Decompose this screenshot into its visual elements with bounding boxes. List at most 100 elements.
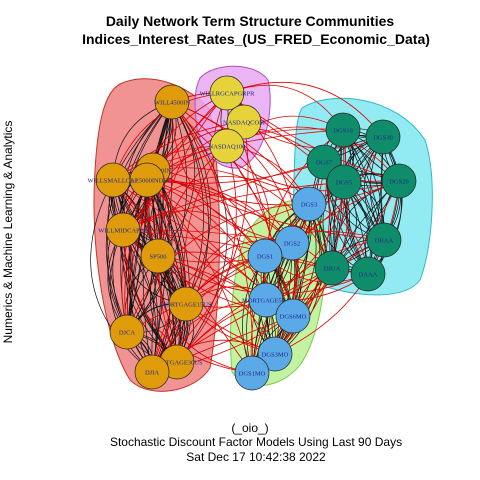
node-label: DJCA — [119, 330, 136, 337]
node-circle — [350, 256, 386, 292]
edge-between-communities — [152, 167, 333, 269]
node-label: WILL4500IN — [154, 100, 190, 107]
node-label: DGS2 — [284, 241, 300, 248]
node-label: DGS1MO — [239, 371, 266, 378]
node-circle — [226, 104, 262, 140]
node-dgs30: DGS30 — [365, 119, 401, 155]
node-label: MORTGAGE30US — [151, 360, 203, 367]
edge-within-community — [90, 179, 153, 373]
node-circle — [234, 355, 270, 391]
edge-between-communities — [122, 210, 266, 257]
node-label: WILLMIDCAPPR — [98, 228, 148, 235]
node-dgs5: DGS5 — [326, 164, 362, 200]
network-nodes: WILL4500INWILL5000INWILL5000INDFCWILLSMA… — [88, 75, 417, 391]
edge-within-community — [274, 203, 321, 355]
edge-between-communities — [112, 179, 253, 374]
node-dgs3: DGS3 — [291, 186, 327, 222]
node-circle — [314, 250, 350, 286]
node-label: DBAA — [375, 238, 394, 245]
node-label: NASDAQ100 — [209, 144, 246, 151]
node-will5000indfc: WILL5000INDFC — [123, 162, 171, 198]
node-label: DGS3 — [301, 202, 317, 209]
node-circle — [154, 84, 190, 120]
footer-line-2: Stochastic Discount Factor Models Using … — [110, 435, 402, 449]
node-circle — [134, 354, 170, 390]
edge-between-communities — [226, 81, 384, 138]
edge-within-community — [112, 179, 148, 333]
edge-between-communities — [185, 240, 293, 305]
node-circle — [275, 298, 311, 334]
node-mortgage5us: MORTGAGE5US — [242, 282, 290, 318]
node-label: WILLSMALLCAP — [88, 178, 139, 185]
node-circle — [381, 163, 417, 199]
edge-within-community — [171, 101, 204, 305]
node-circle — [365, 119, 401, 155]
node-circle — [291, 186, 327, 222]
edge-between-communities — [251, 239, 385, 374]
node-circle — [95, 162, 131, 198]
edge-between-communities — [126, 203, 310, 333]
footer-line-1: (_oio_) — [231, 421, 268, 435]
node-willmidcappr: WILLMIDCAPPR — [98, 212, 148, 248]
edge-between-communities — [122, 229, 333, 269]
node-label: DGS6MO — [280, 314, 307, 321]
edge-between-communities — [274, 239, 385, 355]
edge-between-communities — [157, 255, 276, 355]
edge-between-communities — [122, 176, 310, 231]
edge-between-communities — [264, 129, 344, 257]
node-djia: DJIA — [134, 354, 170, 390]
node-nasdaqcom: NASDAQCOM — [223, 104, 265, 140]
node-label: DGS5 — [336, 180, 352, 187]
node-label: DJIA — [145, 370, 159, 377]
edge-between-communities — [122, 229, 253, 374]
node-dgs1: DGS1 — [247, 238, 283, 274]
chart-title: Daily Network Term Structure Communities — [106, 13, 395, 29]
node-circle — [168, 286, 204, 322]
node-will4500in: WILL4500IN — [154, 84, 190, 120]
edge-between-communities — [122, 92, 228, 231]
node-dbaa: DBAA — [366, 222, 402, 258]
node-label: DGS30 — [373, 135, 393, 142]
edge-between-communities — [122, 161, 325, 231]
edge-between-communities — [146, 179, 267, 301]
edge-between-communities — [151, 203, 310, 373]
edge-between-communities — [146, 179, 253, 374]
node-dgs3mo: DGS3MO — [257, 336, 293, 372]
edge-between-communities — [157, 255, 253, 374]
edge-between-communities — [243, 121, 384, 149]
node-circle — [326, 164, 362, 200]
edge-within-community — [316, 161, 369, 275]
node-circle — [140, 238, 176, 274]
edge-between-communities — [126, 92, 228, 333]
node-label: WILLRGCAPGRPR — [200, 91, 256, 98]
node-dgs6mo: DGS6MO — [275, 298, 311, 334]
node-dgs1mo: DGS1MO — [234, 355, 270, 391]
edge-between-communities — [185, 231, 385, 305]
edge-within-community — [122, 229, 157, 373]
node-circle — [248, 282, 284, 318]
chart-subtitle: Indices_Interest_Rates_(US_FRED_Economic… — [82, 31, 430, 47]
node-djua: DJUA — [314, 250, 350, 286]
node-circle — [209, 75, 245, 111]
footer-line-3: Sat Dec 17 10:42:38 2022 — [186, 450, 326, 464]
node-circle — [105, 212, 141, 248]
edge-within-community — [112, 179, 187, 305]
edge-between-communities — [212, 92, 266, 257]
node-label: DGS1 — [257, 254, 273, 261]
edge-within-community — [126, 101, 173, 333]
node-circle — [257, 336, 293, 372]
edge-between-communities — [176, 145, 237, 363]
node-circle — [209, 128, 245, 164]
node-sp500: SP500 — [140, 238, 176, 274]
node-label: DGS20 — [389, 179, 409, 186]
node-label: DGS10 — [333, 128, 353, 135]
node-label: SP500 — [150, 254, 167, 261]
edge-within-community — [128, 179, 153, 373]
node-label: MORTGAGE5US — [242, 298, 290, 305]
node-label: MORTGAGE15US — [160, 302, 212, 309]
node-willsmallcap: WILLSMALLCAP — [88, 162, 139, 198]
node-label: NASDAQCOM — [223, 120, 265, 127]
node-circle — [325, 112, 361, 148]
edge-between-communities — [226, 145, 333, 269]
